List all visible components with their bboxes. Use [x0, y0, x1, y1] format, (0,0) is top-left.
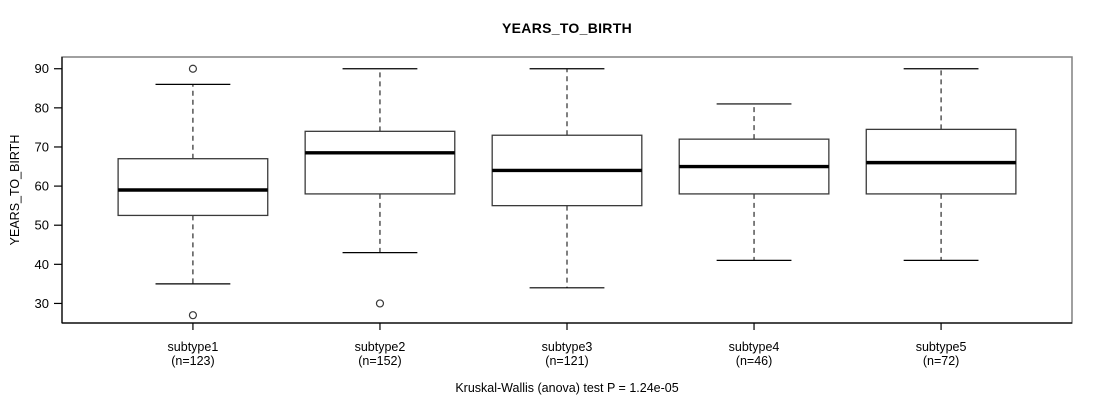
- outlier-point: [188, 311, 198, 320]
- x-tick-sublabel: (n=46): [736, 354, 772, 368]
- y-tick-label: 90: [35, 61, 49, 76]
- outlier-point: [375, 299, 385, 308]
- iqr-box: [304, 130, 456, 195]
- x-tick-label: subtype5: [916, 340, 967, 354]
- x-tick-sublabel: (n=152): [358, 354, 401, 368]
- x-tick-label: subtype3: [542, 340, 593, 354]
- iqr-box: [117, 158, 269, 217]
- y-tick-label: 60: [35, 179, 49, 194]
- x-tick-sublabel: (n=123): [171, 354, 214, 368]
- y-tick-label: 50: [35, 218, 49, 233]
- x-tick-label: subtype1: [168, 340, 219, 354]
- x-tick-label: subtype2: [355, 340, 406, 354]
- y-tick-label: 40: [35, 257, 49, 272]
- y-tick-label: 80: [35, 100, 49, 115]
- outlier-point: [188, 64, 198, 73]
- y-tick-label: 30: [35, 296, 49, 311]
- x-tick-sublabel: (n=72): [923, 354, 959, 368]
- x-tick-label: subtype4: [729, 340, 780, 354]
- y-tick-label: 70: [35, 139, 49, 154]
- chart-title: YEARS_TO_BIRTH: [502, 20, 632, 36]
- x-tick-sublabel: (n=121): [545, 354, 588, 368]
- stat-test-note: Kruskal-Wallis (anova) test P = 1.24e-05: [455, 381, 679, 395]
